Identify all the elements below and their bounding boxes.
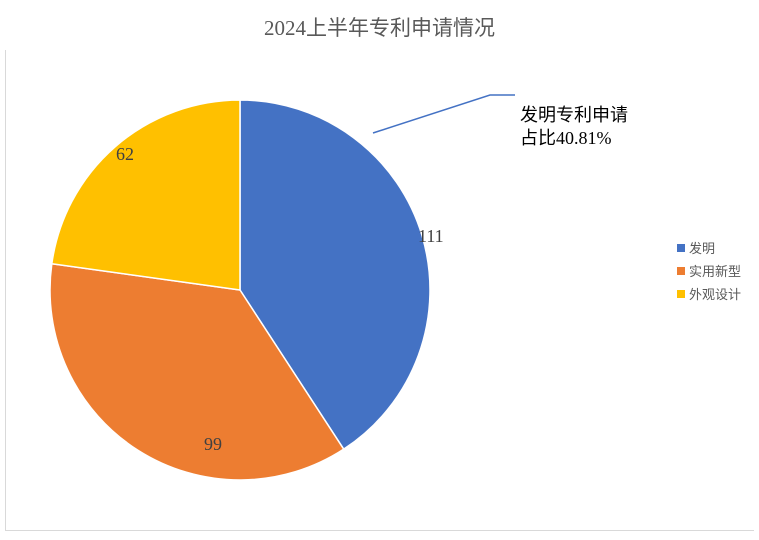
legend-item: 外观设计 — [677, 284, 741, 303]
data-label: 111 — [418, 226, 444, 247]
callout-line2: 占比40.81% — [520, 127, 628, 150]
legend-swatch — [677, 244, 685, 252]
legend: 发明实用新型外观设计 — [677, 238, 741, 307]
data-label: 62 — [116, 144, 134, 165]
data-label: 99 — [204, 434, 222, 455]
callout-line1: 发明专利申请 — [520, 104, 628, 127]
legend-label: 外观设计 — [689, 284, 741, 303]
legend-label: 发明 — [689, 238, 715, 257]
legend-swatch — [677, 267, 685, 275]
legend-label: 实用新型 — [689, 261, 741, 280]
legend-item: 实用新型 — [677, 261, 741, 280]
legend-item: 发明 — [677, 238, 741, 257]
legend-swatch — [677, 290, 685, 298]
callout-annotation: 发明专利申请 占比40.81% — [520, 104, 628, 149]
pie-chart-container: 2024上半年专利申请情况 111 99 62 发明专利申请 占比40.81% 发明… — [0, 0, 759, 536]
chart-title: 2024上半年专利申请情况 — [0, 12, 759, 42]
callout-leader-line — [373, 95, 515, 133]
pie-slice — [52, 100, 240, 290]
